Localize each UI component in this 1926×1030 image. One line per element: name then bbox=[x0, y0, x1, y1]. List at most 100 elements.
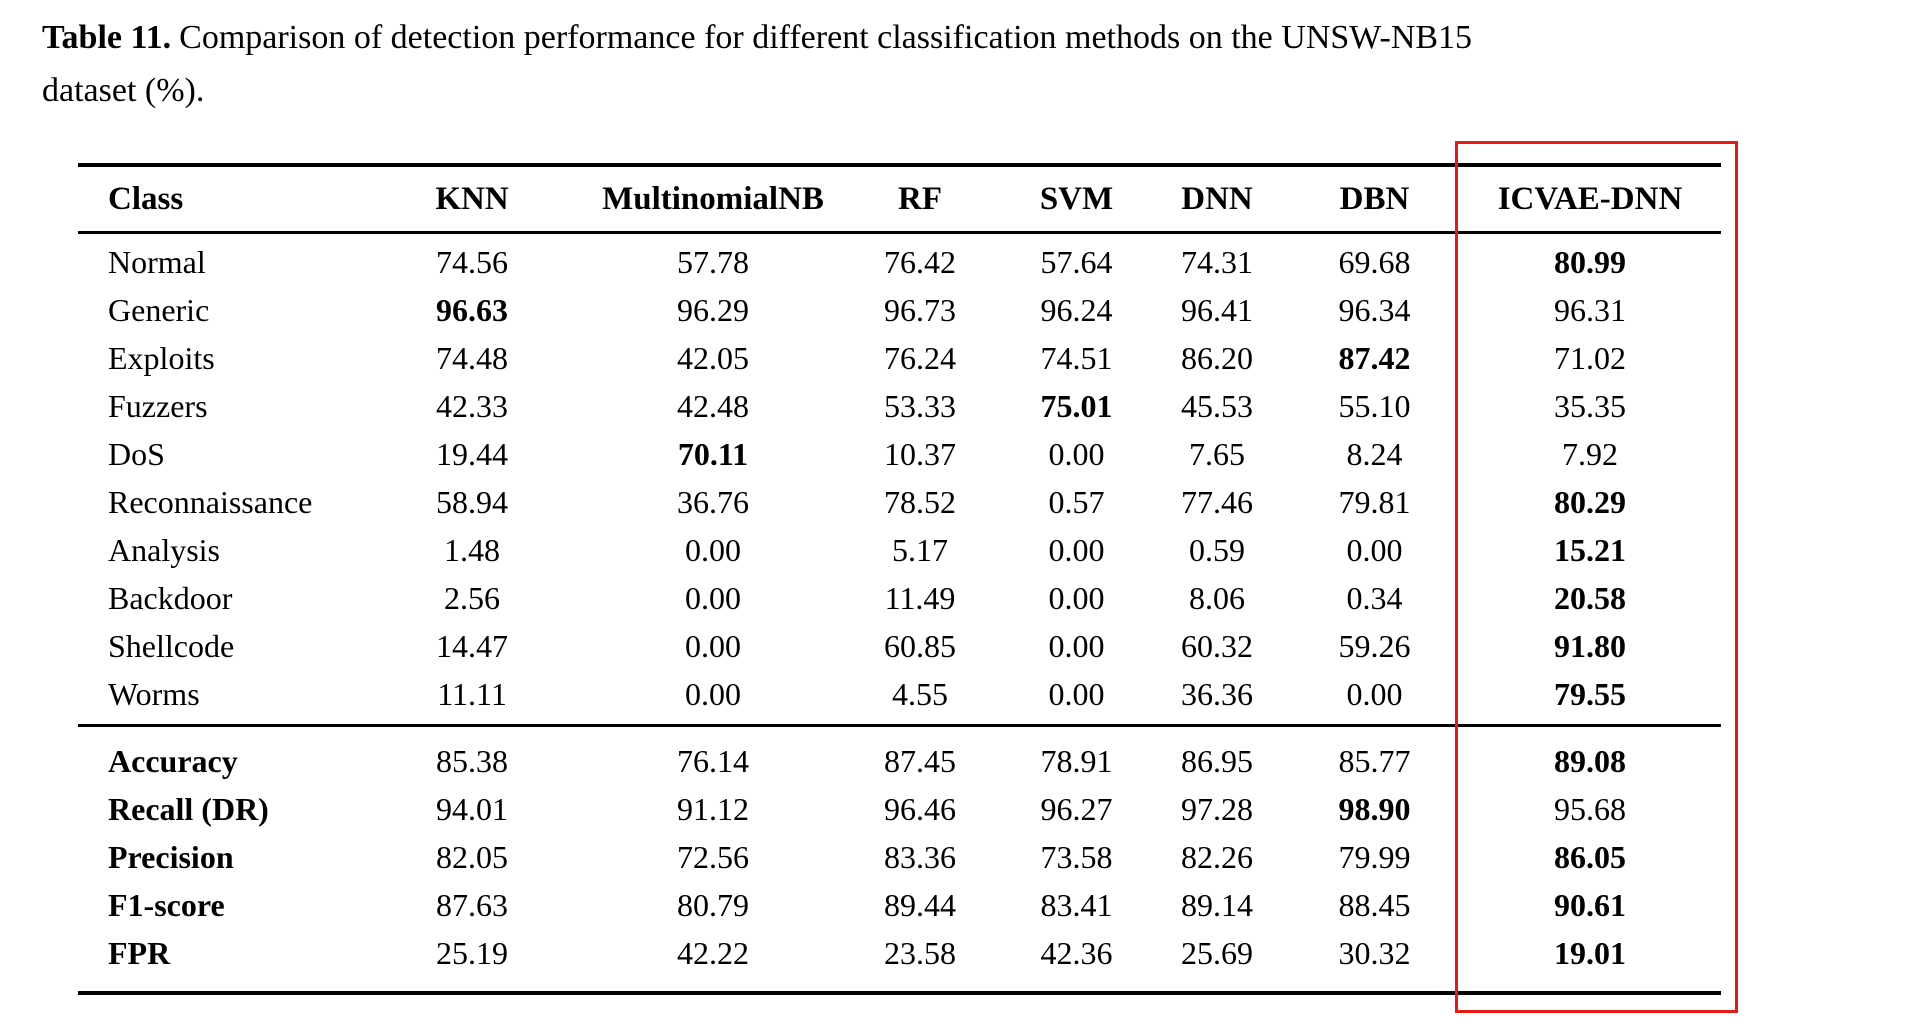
table-cell: 15.21 bbox=[1554, 531, 1626, 568]
table-row: Analysis 1.48 0.00 5.17 0.00 0.59 0.00 15.21 bbox=[78, 526, 1721, 574]
table-cell: 79.55 bbox=[1554, 675, 1626, 712]
table-cell: 90.61 bbox=[1554, 886, 1626, 923]
table-cell: 75.01 bbox=[1040, 387, 1113, 424]
table-cell: 96.46 bbox=[884, 790, 956, 827]
table-cell: 0.00 bbox=[1346, 531, 1403, 568]
table-cell: 80.99 bbox=[1554, 243, 1626, 280]
table-cell: 85.77 bbox=[1338, 742, 1411, 779]
table-cell: 60.85 bbox=[884, 627, 956, 664]
table-row: Generic 96.63 96.29 96.73 96.24 96.41 96.34 96.… bbox=[78, 286, 1721, 334]
table-cell: 5.17 bbox=[892, 531, 948, 568]
table-cell: 14.47 bbox=[436, 627, 508, 664]
caption-text: Comparison of detection performance for … bbox=[42, 19, 1473, 109]
table-cell: 89.14 bbox=[1181, 886, 1253, 923]
table-cell: 23.58 bbox=[884, 934, 956, 971]
table-cell: 0.00 bbox=[685, 579, 741, 616]
table-cell: 19.44 bbox=[436, 435, 508, 472]
table-row: Recall (DR) 94.01 91.12 96.46 96.27 97.28 98.9… bbox=[78, 785, 1721, 833]
table-cell: 8.06 bbox=[1189, 579, 1245, 616]
table-cell: 1.48 bbox=[444, 531, 500, 568]
table-cell: 10.37 bbox=[884, 435, 956, 472]
table-cell: 95.68 bbox=[1554, 790, 1626, 827]
table-row: Backdoor 2.56 0.00 11.49 0.00 8.06 0.34 20.58 bbox=[78, 574, 1721, 622]
table-cell: 96.63 bbox=[436, 291, 508, 328]
table-cell: 74.51 bbox=[1040, 339, 1113, 376]
table-cell: 97.28 bbox=[1181, 790, 1253, 827]
table-cell: 96.34 bbox=[1338, 291, 1411, 328]
table-cell: 96.27 bbox=[1040, 790, 1113, 827]
table-cell: 0.00 bbox=[1048, 675, 1105, 712]
table-row: Normal 74.56 57.78 76.42 57.64 74.31 69.68 80.9… bbox=[78, 233, 1721, 287]
table-caption: Table 11. Comparison of detection perform… bbox=[42, 12, 1522, 117]
table-cell: 83.41 bbox=[1040, 886, 1113, 923]
table-cell: 74.48 bbox=[436, 339, 508, 376]
table-cell: 0.00 bbox=[1048, 435, 1105, 472]
table-cell: 76.42 bbox=[884, 243, 956, 280]
table-cell: 80.29 bbox=[1554, 483, 1626, 520]
table-cell: 79.99 bbox=[1338, 838, 1411, 875]
table-cell: 25.19 bbox=[436, 934, 508, 971]
table-cell: 98.90 bbox=[1338, 790, 1411, 827]
table-cell: 79.81 bbox=[1338, 483, 1411, 520]
row-label: Precision bbox=[108, 838, 234, 875]
table-cell: 4.55 bbox=[892, 675, 948, 712]
table-cell: 25.69 bbox=[1181, 934, 1253, 971]
table-cell: 91.12 bbox=[677, 790, 749, 827]
row-label: DoS bbox=[108, 435, 165, 472]
table-cell: 71.02 bbox=[1554, 339, 1626, 376]
table-cell: 78.52 bbox=[884, 483, 956, 520]
table-cell: 87.63 bbox=[436, 886, 508, 923]
table-cell: 88.45 bbox=[1338, 886, 1411, 923]
row-label: Worms bbox=[108, 675, 200, 712]
table-row: DoS 19.44 70.11 10.37 0.00 7.65 8.24 7.92 bbox=[78, 430, 1721, 478]
table-cell: 87.42 bbox=[1338, 339, 1411, 376]
table-cell: 89.44 bbox=[884, 886, 956, 923]
table-cell: 72.56 bbox=[677, 838, 749, 875]
table-cell: 59.26 bbox=[1338, 627, 1411, 664]
table-row: Shellcode 14.47 0.00 60.85 0.00 60.32 59.26 91.… bbox=[78, 622, 1721, 670]
table-cell: 42.33 bbox=[436, 387, 508, 424]
table-cell: 36.76 bbox=[677, 483, 749, 520]
table-row: Worms 11.11 0.00 4.55 0.00 36.36 0.00 79.55 bbox=[78, 670, 1721, 726]
table-cell: 58.94 bbox=[436, 483, 508, 520]
table-cell: 0.00 bbox=[685, 627, 741, 664]
table-cell: 11.49 bbox=[884, 579, 956, 616]
table-cell: 96.24 bbox=[1040, 291, 1113, 328]
table-cell: 74.56 bbox=[436, 243, 508, 280]
row-label: Shellcode bbox=[108, 627, 235, 664]
row-label: Reconnaissance bbox=[108, 483, 313, 520]
results-table: Class KNN MultinomialNB RF SVM DNN DBN I… bbox=[78, 163, 1721, 995]
table-row: Reconnaissance 58.94 36.76 78.52 0.57 77.46 79… bbox=[78, 478, 1721, 526]
col-header-dbn: DBN bbox=[1290, 165, 1459, 234]
row-label: F1-score bbox=[108, 886, 225, 923]
row-label: FPR bbox=[108, 934, 171, 971]
table-cell: 86.95 bbox=[1181, 742, 1253, 779]
table-cell: 57.78 bbox=[677, 243, 749, 280]
col-header-multinomialnb: MultinomialNB bbox=[595, 165, 831, 234]
table-cell: 2.56 bbox=[444, 579, 500, 616]
col-header-knn: KNN bbox=[349, 165, 595, 234]
table-cell: 42.05 bbox=[677, 339, 749, 376]
table-cell: 7.92 bbox=[1562, 435, 1618, 472]
table-cell: 69.68 bbox=[1338, 243, 1411, 280]
table-cell: 0.57 bbox=[1048, 483, 1105, 520]
class-rows-section: Normal 74.56 57.78 76.42 57.64 74.31 69.68 80.9… bbox=[78, 233, 1721, 726]
table-cell: 94.01 bbox=[436, 790, 508, 827]
table-cell: 82.26 bbox=[1181, 838, 1253, 875]
table-cell: 45.53 bbox=[1181, 387, 1253, 424]
col-header-dnn: DNN bbox=[1144, 165, 1290, 234]
table-cell: 42.36 bbox=[1040, 934, 1113, 971]
table-cell: 57.64 bbox=[1040, 243, 1113, 280]
table-cell: 86.20 bbox=[1181, 339, 1253, 376]
table-cell: 30.32 bbox=[1338, 934, 1411, 971]
table-cell: 55.10 bbox=[1338, 387, 1411, 424]
table-cell: 78.91 bbox=[1040, 742, 1113, 779]
row-label: Exploits bbox=[108, 339, 215, 376]
table-cell: 96.41 bbox=[1181, 291, 1253, 328]
table-cell: 8.24 bbox=[1346, 435, 1403, 472]
caption-label: Table 11. bbox=[42, 19, 172, 56]
table-cell: 42.22 bbox=[677, 934, 749, 971]
table-cell: 85.38 bbox=[436, 742, 508, 779]
col-header-svm: SVM bbox=[1009, 165, 1144, 234]
table-cell: 76.14 bbox=[677, 742, 749, 779]
